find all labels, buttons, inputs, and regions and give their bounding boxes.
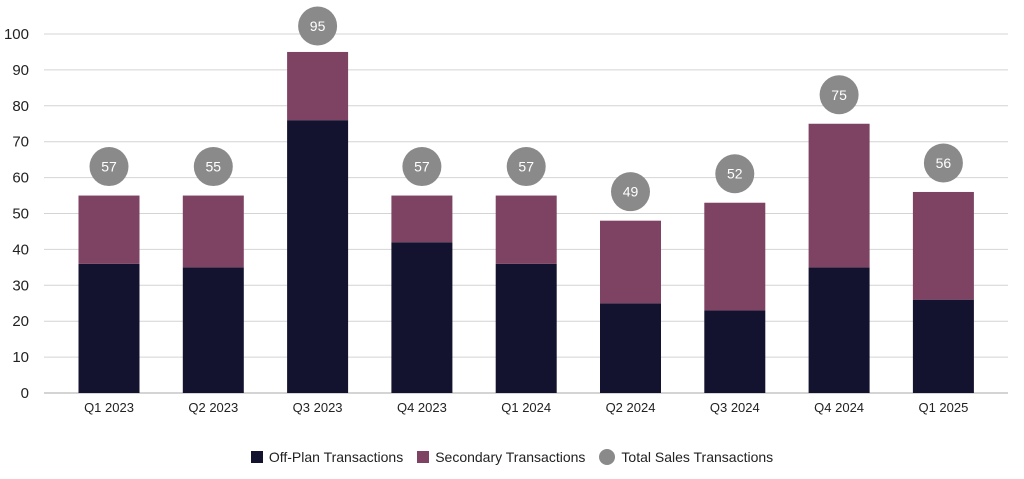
bar-secondary bbox=[287, 52, 348, 120]
x-tick-label: Q3 2024 bbox=[710, 400, 760, 415]
y-tick-label: 20 bbox=[12, 313, 29, 330]
bar-off-plan bbox=[913, 300, 974, 393]
bar-off-plan bbox=[391, 242, 452, 393]
x-axis: Q1 2023 Q2 2023 Q3 2023 Q4 2023 Q1 2024 Q2 20… bbox=[84, 400, 968, 415]
legend-label-secondary: Secondary Transactions bbox=[435, 449, 585, 465]
bar-off-plan bbox=[809, 267, 870, 393]
bar-secondary bbox=[496, 196, 557, 264]
legend-label-off-plan: Off-Plan Transactions bbox=[269, 449, 403, 465]
bar-secondary bbox=[704, 203, 765, 311]
bar-secondary bbox=[183, 196, 244, 268]
total-label: 55 bbox=[206, 159, 222, 175]
legend-label-total: Total Sales Transactions bbox=[621, 449, 773, 465]
total-label: 57 bbox=[101, 159, 117, 175]
total-swatch bbox=[599, 449, 615, 465]
y-tick-label: 70 bbox=[12, 134, 29, 151]
secondary-swatch bbox=[417, 451, 429, 463]
bar-off-plan bbox=[287, 120, 348, 393]
x-tick-label: Q3 2023 bbox=[293, 400, 343, 415]
y-tick-label: 0 bbox=[21, 385, 29, 402]
bar-off-plan bbox=[183, 267, 244, 393]
stacked-bar-chart: 0 10 20 30 40 50 60 70 80 90 100 Q1 2023 Q2 2023 Q3 … bbox=[0, 0, 1024, 440]
total-label: 95 bbox=[310, 18, 326, 34]
total-label: 75 bbox=[831, 87, 847, 103]
y-tick-label: 40 bbox=[12, 241, 29, 258]
x-tick-label: Q1 2024 bbox=[501, 400, 551, 415]
x-tick-label: Q4 2023 bbox=[397, 400, 447, 415]
x-tick-label: Q2 2024 bbox=[606, 400, 656, 415]
x-tick-label: Q2 2023 bbox=[188, 400, 238, 415]
y-tick-label: 50 bbox=[12, 206, 29, 223]
bar-off-plan bbox=[600, 303, 661, 393]
off-plan-swatch bbox=[251, 451, 263, 463]
x-tick-label: Q1 2023 bbox=[84, 400, 134, 415]
legend-item-secondary: Secondary Transactions bbox=[417, 449, 585, 465]
bar-off-plan bbox=[496, 264, 557, 393]
total-label: 52 bbox=[727, 166, 743, 182]
x-tick-label: Q4 2024 bbox=[814, 400, 864, 415]
total-label: 57 bbox=[518, 159, 534, 175]
legend: Off-Plan Transactions Secondary Transact… bbox=[0, 449, 1024, 465]
y-tick-label: 30 bbox=[12, 277, 29, 294]
y-tick-label: 90 bbox=[12, 62, 29, 79]
bar-secondary bbox=[600, 221, 661, 304]
x-tick-label: Q1 2025 bbox=[918, 400, 968, 415]
total-label: 57 bbox=[414, 159, 430, 175]
y-tick-label: 60 bbox=[12, 170, 29, 187]
legend-item-total: Total Sales Transactions bbox=[599, 449, 773, 465]
total-label: 49 bbox=[623, 184, 639, 200]
y-tick-label: 100 bbox=[4, 26, 29, 43]
bar-off-plan bbox=[79, 264, 140, 393]
y-tick-label: 10 bbox=[12, 349, 29, 366]
legend-item-off-plan: Off-Plan Transactions bbox=[251, 449, 403, 465]
bar-secondary bbox=[809, 124, 870, 268]
bar-off-plan bbox=[704, 310, 765, 393]
y-tick-label: 80 bbox=[12, 98, 29, 115]
bar-secondary bbox=[913, 192, 974, 300]
bar-secondary bbox=[391, 196, 452, 243]
bar-secondary bbox=[79, 196, 140, 264]
total-label: 56 bbox=[936, 155, 952, 171]
y-axis: 0 10 20 30 40 50 60 70 80 90 100 bbox=[4, 26, 29, 402]
